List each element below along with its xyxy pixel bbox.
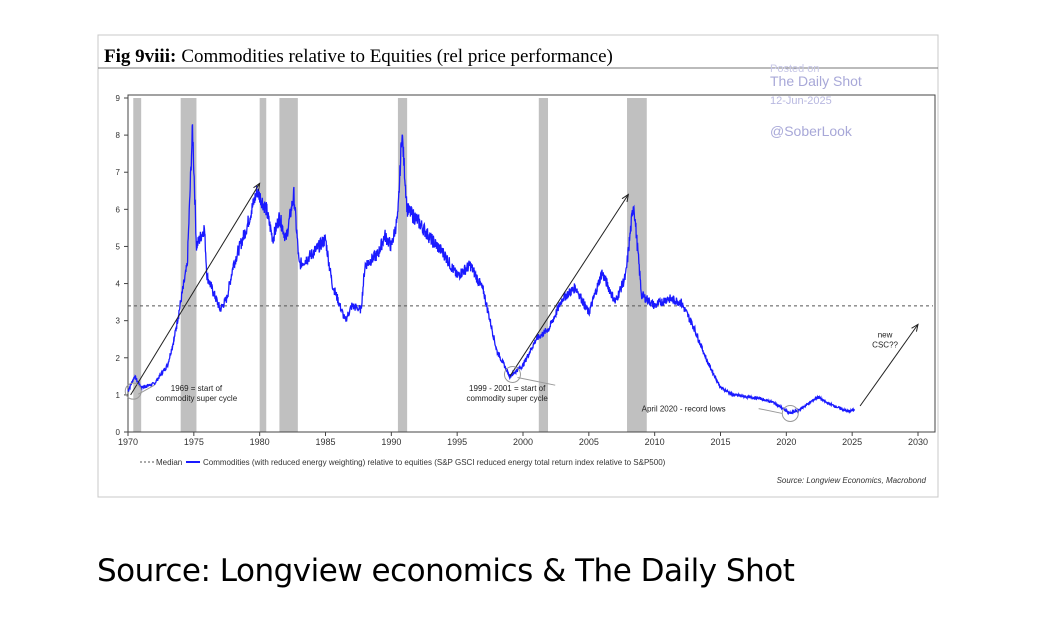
x-tick-label: 2030: [908, 437, 928, 447]
recession-band: [397, 98, 408, 432]
recession-band: [279, 98, 298, 432]
recession-band: [627, 98, 647, 432]
x-tick-label: 1990: [381, 437, 401, 447]
x-tick-label: 1980: [250, 437, 270, 447]
annotation-label: new: [878, 330, 893, 339]
watermark-posted: Posted on: [770, 63, 820, 75]
y-tick-label: 9: [116, 94, 121, 103]
highlight-circle: [503, 365, 521, 383]
recession-band: [133, 98, 142, 432]
x-tick-label: 1970: [118, 437, 138, 447]
x-tick-label: 2025: [842, 437, 862, 447]
commodities-line: [127, 124, 855, 416]
plot-border: [127, 94, 936, 433]
chart-frame: [97, 34, 939, 498]
annotation-label: commodity super cycle: [156, 394, 238, 403]
chart-title: Fig 9viii: Commodities relative to Equiti…: [104, 46, 613, 67]
title-prefix: Fig 9viii:: [104, 46, 176, 67]
y-tick-label: 7: [116, 168, 121, 177]
watermark-handle: @SoberLook: [770, 123, 853, 139]
caption: Source: Longview economics & The Daily S…: [97, 553, 795, 589]
annotation-label: commodity super cycle: [467, 394, 549, 403]
trend-arrow: [130, 183, 260, 396]
x-tick-label: 1995: [447, 437, 467, 447]
annotation-leader: [517, 376, 556, 386]
y-tick-label: 6: [116, 205, 121, 214]
x-tick-label: 2005: [579, 437, 599, 447]
y-tick-label: 4: [116, 280, 121, 289]
x-tick-label: 2000: [513, 437, 533, 447]
trend-arrow: [509, 194, 628, 377]
legend-median-label: Median: [156, 458, 182, 467]
annotation-leader: [758, 408, 783, 414]
x-tick-label: 2015: [710, 437, 730, 447]
annotation-label: 1969 = start of: [171, 384, 223, 393]
y-tick-label: 1: [116, 391, 121, 400]
y-tick-label: 3: [116, 317, 121, 326]
plot-area: 0 1 2 3 4 5 6 7 8 9 1970 1975 1980 1985 1990 1995 2000 20…: [116, 94, 936, 447]
trend-arrow: [859, 324, 918, 407]
y-tick-label: 5: [116, 242, 121, 251]
chart-source: Source: Longview Economics, Macrobond: [777, 476, 927, 485]
highlight-circle: [124, 382, 142, 400]
x-tick-label: 1975: [184, 437, 204, 447]
title-text: Commodities relative to Equities (rel pr…: [181, 46, 613, 67]
watermark-name: The Daily Shot: [770, 73, 862, 89]
y-tick-label: 2: [116, 354, 121, 363]
watermark-date: 12-Jun-2025: [770, 95, 832, 107]
annotation-leader: [138, 384, 155, 395]
x-tick-label: 2020: [776, 437, 796, 447]
recession-band: [180, 98, 197, 432]
x-tick-label: 2010: [645, 437, 665, 447]
x-tick-label: 1985: [315, 437, 335, 447]
annotation-label: CSC??: [872, 340, 898, 349]
y-tick-label: 0: [116, 428, 121, 437]
recession-band: [259, 98, 267, 432]
y-tick-label: 8: [116, 131, 121, 140]
legend-series-label: Commodities (with reduced energy weighti…: [203, 458, 666, 467]
recession-band: [538, 98, 549, 432]
legend: Median Commodities (with reduced energy …: [140, 458, 666, 467]
annotation-label: 1999 - 2001 = start of: [469, 384, 546, 393]
annotation-label: April 2020 - record lows: [642, 405, 726, 414]
